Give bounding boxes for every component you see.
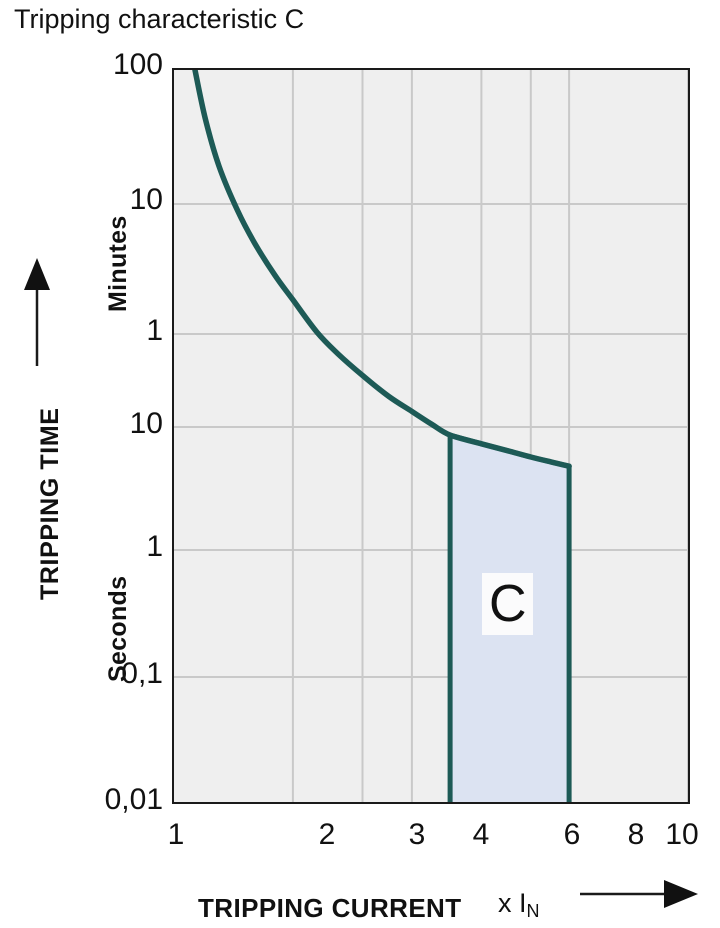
x-axis-unit-subscript: N [526, 901, 540, 921]
y-tick-10-min: 10 [129, 183, 163, 216]
x-axis-unit: x IN [498, 888, 540, 921]
x-tick-1: 1 [167, 818, 185, 851]
y-tick-10-sec: 10 [129, 407, 163, 440]
x-tick-10: 10 [665, 818, 699, 851]
x-tick-2: 2 [318, 818, 336, 851]
x-tick-3: 3 [408, 818, 426, 851]
y-tick-0-1-sec: 0,1 [121, 657, 163, 690]
y-axis-tick-labels: 100 10 1 10 1 0,1 0,01 [0, 0, 163, 928]
y-tick-1-min: 1 [146, 314, 163, 347]
band-label-c: C [482, 573, 534, 636]
plot-area [172, 68, 690, 804]
page-title: Tripping characteristic C [14, 4, 305, 34]
thermal-curve-final [192, 70, 572, 469]
x-tick-4: 4 [472, 818, 490, 851]
x-tick-8: 8 [627, 818, 645, 851]
x-axis-unit-text: x I [498, 888, 527, 918]
y-tick-100-min: 100 [112, 48, 163, 81]
x-tick-6: 6 [563, 818, 581, 851]
y-tick-0-01-sec: 0,01 [104, 783, 163, 816]
up-arrow-icon [24, 258, 50, 366]
y-tick-1-sec: 1 [146, 530, 163, 563]
right-arrow-icon [580, 880, 698, 908]
plot-canvas [174, 70, 688, 802]
x-axis-title: TRIPPING CURRENT [198, 893, 462, 923]
